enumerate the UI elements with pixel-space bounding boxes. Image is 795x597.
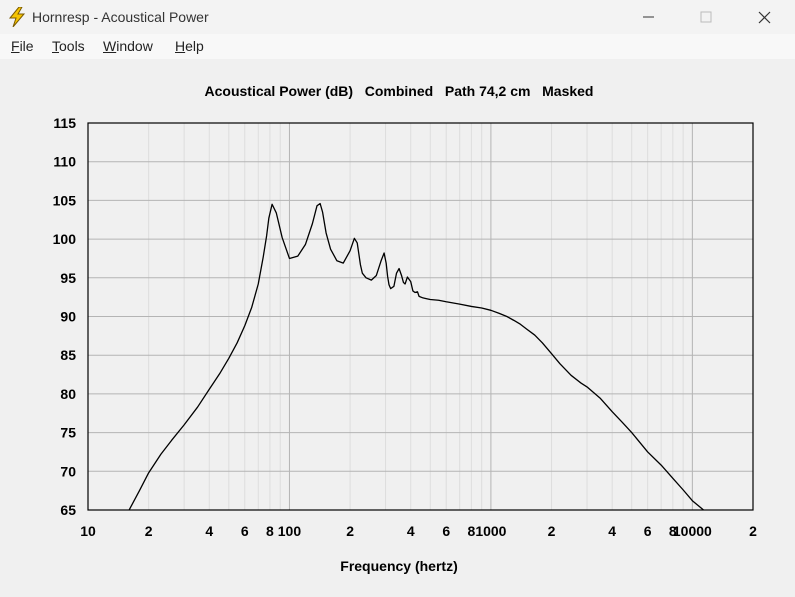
x-tick-label: 2 bbox=[346, 523, 354, 539]
menu-window-key: W bbox=[103, 38, 117, 54]
grid-major bbox=[88, 123, 753, 510]
plot-frame bbox=[87, 122, 754, 511]
series-line-0 bbox=[128, 202, 705, 510]
x-tick-label: 4 bbox=[407, 523, 415, 539]
x-tick-label: 100 bbox=[278, 523, 302, 539]
x-tick-label: 8 bbox=[266, 523, 274, 539]
maximize-button[interactable] bbox=[677, 0, 735, 34]
chart-title: Acoustical Power (dB) Combined Path 74,2… bbox=[205, 83, 594, 99]
x-tick-label: 2 bbox=[749, 523, 757, 539]
menu-help-key: H bbox=[175, 38, 186, 54]
maximize-icon bbox=[700, 11, 712, 23]
menu-window[interactable]: Window bbox=[103, 38, 153, 54]
x-tick-label: 6 bbox=[241, 523, 249, 539]
menu-file[interactable]: File bbox=[11, 38, 34, 54]
y-tick-label: 90 bbox=[60, 309, 76, 325]
y-tick-label: 75 bbox=[60, 425, 76, 441]
x-tick-label: 4 bbox=[205, 523, 213, 539]
x-tick-label: 4 bbox=[608, 523, 616, 539]
x-tick-label: 8 bbox=[669, 523, 677, 539]
x-tick-label: 2 bbox=[145, 523, 153, 539]
menu-file-key: F bbox=[11, 38, 20, 54]
menu-window-label: indow bbox=[116, 38, 153, 54]
x-tick-label: 2 bbox=[548, 523, 556, 539]
title-bar[interactable]: Hornresp - Acoustical Power bbox=[0, 0, 795, 34]
y-tick-labels: 65 70 75 80 85 90 95 100 105 110 115 bbox=[53, 115, 77, 518]
series-group bbox=[128, 202, 705, 510]
x-axis-label: Frequency (hertz) bbox=[340, 558, 457, 574]
menu-tools[interactable]: Tools bbox=[52, 38, 85, 54]
minimize-icon bbox=[643, 16, 654, 18]
x-tick-label: 10 bbox=[80, 523, 96, 539]
x-tick-label: 8 bbox=[467, 523, 475, 539]
menu-bar: File Tools Window Help bbox=[0, 34, 795, 59]
y-tick-label: 80 bbox=[60, 386, 76, 402]
acoustical-power-chart: Acoustical Power (dB) Combined Path 74,2… bbox=[53, 83, 757, 574]
y-tick-label: 115 bbox=[53, 115, 76, 131]
minimize-button[interactable] bbox=[619, 0, 677, 34]
x-tick-label: 6 bbox=[442, 523, 450, 539]
close-icon bbox=[758, 11, 771, 24]
plot-area: Acoustical Power (dB) Combined Path 74,2… bbox=[0, 59, 795, 597]
y-tick-label: 85 bbox=[60, 347, 76, 363]
x-tick-label: 1000 bbox=[475, 523, 506, 539]
y-tick-label: 110 bbox=[53, 154, 76, 170]
menu-tools-key: T bbox=[52, 38, 59, 54]
menu-help-label: elp bbox=[185, 38, 204, 54]
y-tick-label: 70 bbox=[60, 463, 76, 479]
y-tick-label: 95 bbox=[60, 270, 76, 286]
window-title: Hornresp - Acoustical Power bbox=[32, 9, 209, 25]
menu-help[interactable]: Help bbox=[175, 38, 204, 54]
lightning-bolt-icon bbox=[8, 7, 26, 27]
menu-file-label: ile bbox=[19, 38, 34, 54]
menu-tools-label: ools bbox=[59, 38, 85, 54]
y-tick-label: 105 bbox=[53, 192, 77, 208]
x-tick-label: 6 bbox=[644, 523, 652, 539]
y-tick-label: 65 bbox=[60, 502, 76, 518]
close-button[interactable] bbox=[736, 0, 794, 34]
y-tick-label: 100 bbox=[53, 231, 77, 247]
x-tick-label: 10000 bbox=[673, 523, 712, 539]
